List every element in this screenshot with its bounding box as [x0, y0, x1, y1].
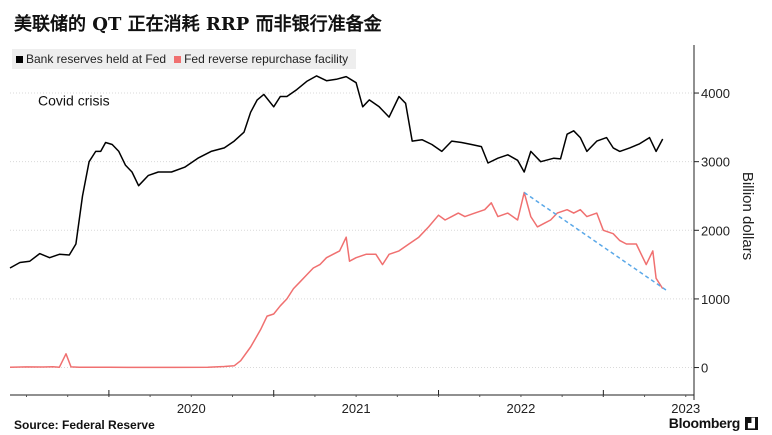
y-tick-label: 2000 — [701, 223, 730, 238]
x-tick-label: 2023 — [671, 401, 700, 416]
source-note: Source: Federal Reserve — [14, 418, 155, 432]
axis-layer: 0 1000 2000 3000 4000 2020 2021 2022 2023 — [10, 45, 730, 416]
legend-item-reserves: Bank reserves held at Fed — [16, 52, 166, 66]
series-line-rrp — [9, 191, 664, 369]
y-tick-label: 1000 — [701, 292, 730, 307]
bloomberg-logo: Bloomberg — [668, 415, 741, 431]
series-line-reserves — [9, 75, 664, 269]
x-tick-label: 2022 — [506, 401, 535, 416]
legend-swatch-reserves — [16, 55, 23, 63]
rrp-trendline — [523, 191, 667, 291]
x-tick-label: 2020 — [177, 401, 206, 416]
bloomberg-chart-icon: ▟ — [745, 417, 758, 430]
y-tick-label: 3000 — [701, 155, 730, 170]
covid-crisis-annotation: Covid crisis — [38, 92, 110, 108]
legend-swatch-rrp — [174, 55, 182, 63]
y-tick-label: 4000 — [701, 86, 730, 101]
series-layer — [9, 75, 667, 369]
y-axis-label: Billion dollars — [739, 172, 756, 260]
legend-label-rrp: Fed reverse repurchase facility — [184, 52, 349, 66]
page-title: 美联储的 QT 正在消耗 RRP 而非银行准备金 — [14, 14, 382, 35]
legend-label-reserves: Bank reserves held at Fed — [26, 52, 167, 66]
legend-item-rrp: Fed reverse repurchase facility — [174, 52, 348, 66]
grid-layer — [10, 92, 694, 369]
chart-legend: Bank reserves held at Fed Fed reverse re… — [12, 49, 357, 69]
x-tick-label: 2021 — [342, 401, 371, 416]
y-tick-label: 0 — [701, 361, 708, 376]
